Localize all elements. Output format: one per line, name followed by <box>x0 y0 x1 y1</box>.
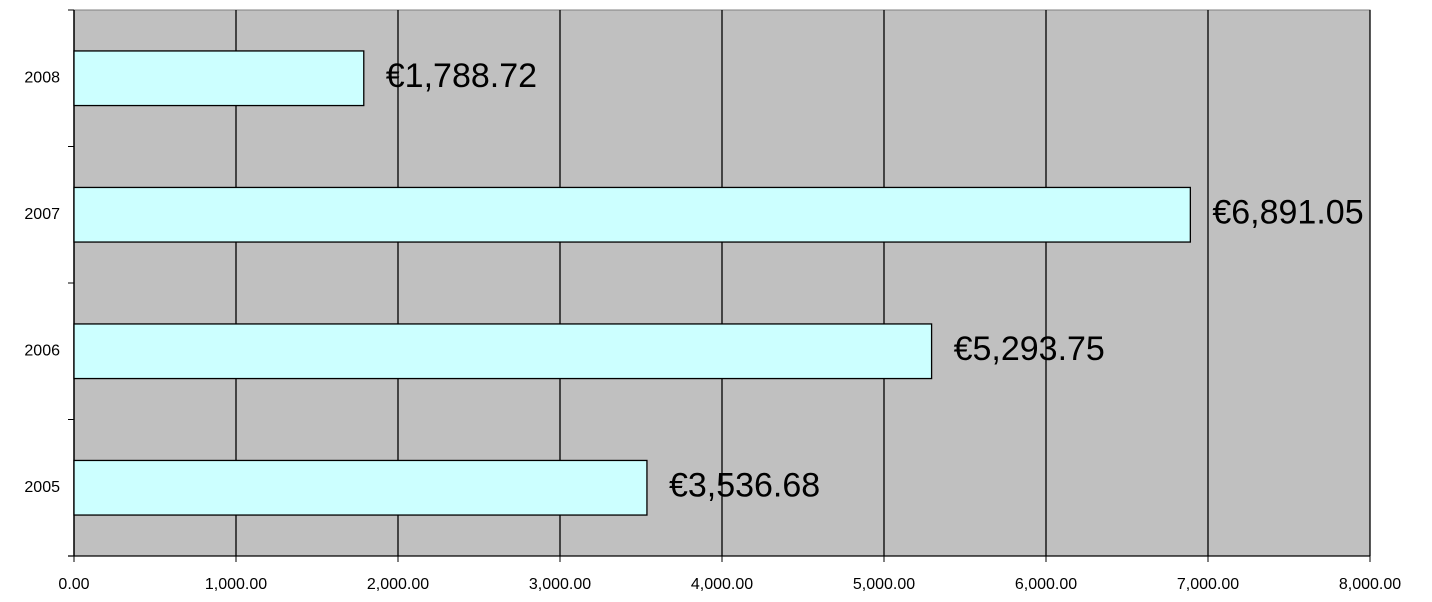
y-tick-label: 2005 <box>24 479 60 496</box>
y-tick-label: 2008 <box>24 69 60 86</box>
value-label: €1,788.72 <box>386 57 537 95</box>
x-tick-label: 4,000.00 <box>691 576 753 593</box>
x-tick-label: 3,000.00 <box>529 576 591 593</box>
x-tick-label: 8,000.00 <box>1339 576 1401 593</box>
x-tick-label: 2,000.00 <box>367 576 429 593</box>
x-tick-label: 5,000.00 <box>853 576 915 593</box>
y-tick-label: 2007 <box>24 206 60 223</box>
x-tick-label: 0.00 <box>58 576 89 593</box>
y-tick-label: 2006 <box>24 342 60 359</box>
bar <box>73 50 365 107</box>
x-tick-label: 7,000.00 <box>1177 576 1239 593</box>
bar <box>73 323 933 380</box>
bar <box>73 459 648 516</box>
x-tick-label: 6,000.00 <box>1015 576 1077 593</box>
value-label: €3,536.68 <box>669 467 820 505</box>
value-label: €5,293.75 <box>954 330 1105 368</box>
x-tick-label: 1,000.00 <box>205 576 267 593</box>
bar <box>73 186 1192 243</box>
value-label: €6,891.05 <box>1212 194 1363 232</box>
